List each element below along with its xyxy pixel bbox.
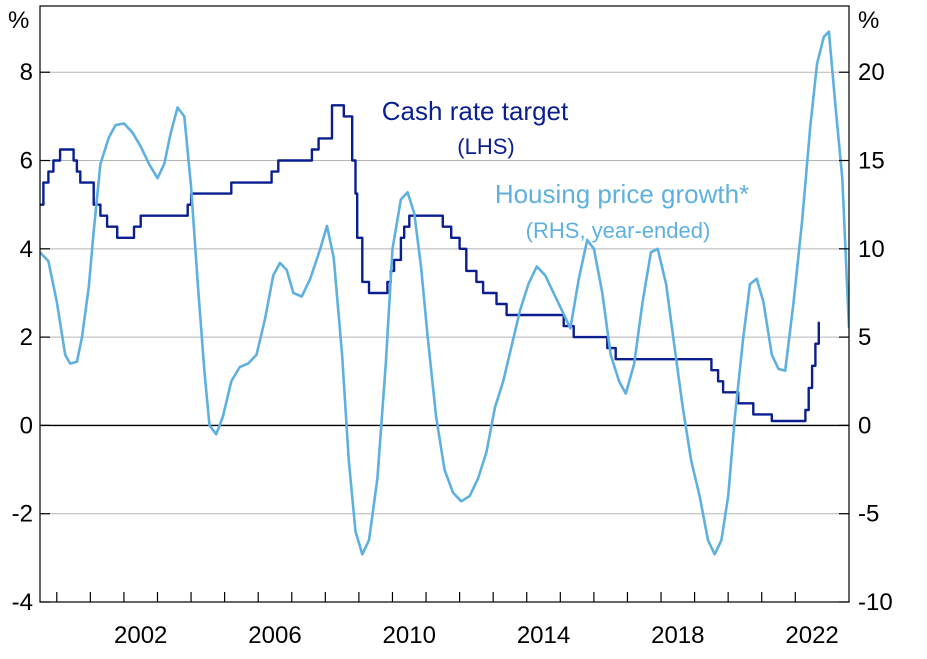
y-right-tick-label: -10 <box>858 589 893 616</box>
y-right-tick-label: 10 <box>858 236 885 263</box>
x-tick-label: 2010 <box>383 622 436 649</box>
y-left-tick-label: 6 <box>20 148 33 175</box>
cash-rate-annotation-sub: (LHS) <box>457 134 514 159</box>
y-left-tick-label: 2 <box>20 324 33 351</box>
right-unit-label: % <box>858 7 879 34</box>
tick-labels: 2002 2006 2010 2014 2018 2022-4-202468-10-505… <box>12 59 893 649</box>
series-lines <box>40 30 849 556</box>
y-left-tick-label: 8 <box>20 59 33 86</box>
y-right-tick-label: -5 <box>858 501 879 528</box>
housing-growth-line <box>40 30 849 556</box>
y-left-tick-label: -4 <box>12 589 33 616</box>
y-right-tick-label: 20 <box>858 59 885 86</box>
y-left-tick-label: 0 <box>20 412 33 439</box>
y-left-tick-label: -2 <box>12 501 33 528</box>
axis-ticks <box>40 71 849 603</box>
y-right-tick-label: 0 <box>858 412 871 439</box>
x-tick-label: 2018 <box>651 622 704 649</box>
x-tick-label: 2014 <box>517 622 570 649</box>
cash-rate-line <box>40 104 820 423</box>
gridlines <box>40 71 849 515</box>
x-tick-label: 2006 <box>248 622 301 649</box>
y-right-tick-label: 15 <box>858 148 885 175</box>
plot-frame <box>39 5 850 603</box>
x-tick-label: 2002 <box>114 622 167 649</box>
y-left-tick-label: 4 <box>20 236 33 263</box>
housing-annotation: Housing price growth* <box>495 179 749 209</box>
x-tick-label: 2022 <box>785 622 838 649</box>
housing-annotation-sub: (RHS, year-ended) <box>526 218 711 243</box>
y-right-tick-label: 5 <box>858 324 871 351</box>
plot-border <box>39 5 850 603</box>
left-unit-label: % <box>8 7 29 34</box>
cash-rate-annotation: Cash rate target <box>382 96 569 126</box>
